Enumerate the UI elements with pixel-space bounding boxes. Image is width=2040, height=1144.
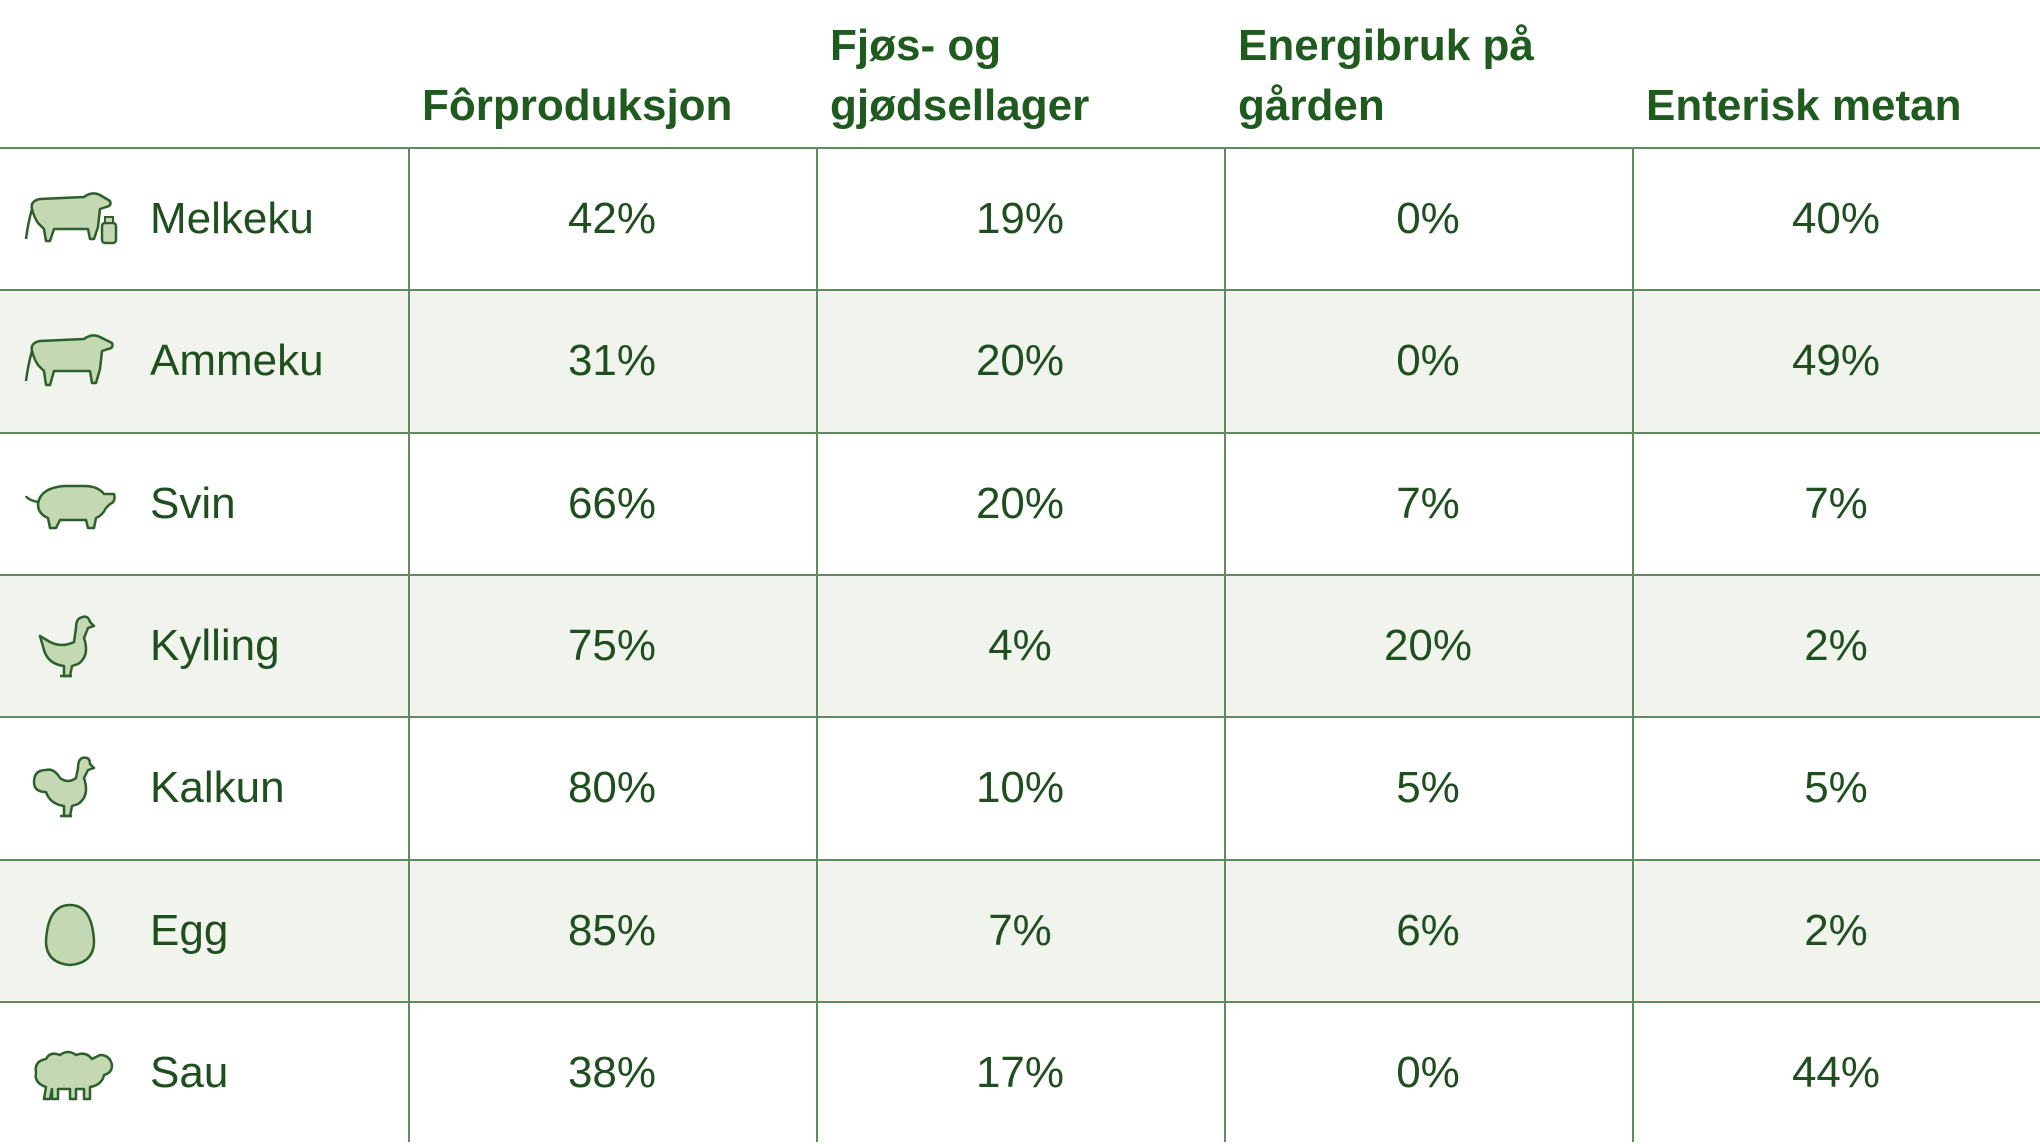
cell-value: 75%	[567, 620, 657, 670]
row-label: Svin	[150, 478, 236, 528]
cell-value: 40%	[1791, 194, 1881, 243]
cell-value: 7%	[1804, 478, 1868, 528]
cell-value: 4%	[988, 620, 1052, 670]
cell-value: 2%	[1804, 905, 1868, 955]
row-label: Ammeku	[150, 336, 324, 386]
table-header: Fôrproduksjon Fjøs- og gjødsellager Ener…	[0, 0, 2040, 148]
table-row-kalkun: Kalkun 80% 10% 5% 5%	[0, 717, 2040, 859]
row-divider	[0, 147, 2040, 149]
column-divider	[1224, 148, 1226, 1142]
row-divider	[0, 716, 2040, 719]
turkey-icon	[20, 738, 120, 838]
row-divider	[0, 573, 2040, 576]
cell-value: 19%	[975, 194, 1065, 243]
row-divider	[0, 431, 2040, 434]
column-header-energibruk: Energibruk på gården	[1238, 21, 1534, 130]
column-header-enterisk-metan: Enterisk metan	[1646, 81, 1962, 130]
cell-value: 20%	[1383, 620, 1473, 670]
cell-value: 7%	[988, 905, 1052, 955]
cell-value: 42%	[567, 194, 657, 243]
column-header-fjos-gjodsellager: Fjøs- og gjødsellager	[830, 21, 1090, 130]
cell-value: 0%	[1396, 1047, 1460, 1097]
row-label: Egg	[150, 905, 229, 955]
dairy-cow-icon	[20, 169, 120, 269]
cell-value: 17%	[975, 1047, 1065, 1097]
column-divider	[408, 148, 410, 1142]
cell-value: 66%	[567, 478, 657, 528]
egg-icon	[20, 881, 120, 981]
column-divider	[1632, 148, 1634, 1142]
beef-cow-icon	[20, 311, 120, 411]
cell-value: 10%	[975, 763, 1065, 813]
cell-value: 49%	[1791, 336, 1881, 386]
cell-value: 85%	[567, 905, 657, 955]
cell-value: 0%	[1396, 336, 1460, 386]
table-row-kylling: Kylling 75% 4% 20% 2%	[0, 574, 2040, 717]
cell-value: 6%	[1396, 905, 1460, 955]
column-header-forproduksjon: Fôrproduksjon	[422, 81, 733, 130]
row-divider	[0, 289, 2040, 292]
cell-value: 7%	[1396, 478, 1460, 528]
table-row-egg: Egg 85% 7% 6% 2%	[0, 859, 2040, 1002]
sheep-icon	[20, 1023, 120, 1123]
table-row-ammeku: Ammeku 31% 20% 0% 49%	[0, 290, 2040, 433]
cell-value: 38%	[567, 1047, 657, 1097]
row-divider	[0, 1000, 2040, 1003]
table-row-sau: Sau 38% 17% 0% 44%	[0, 1002, 2040, 1144]
pig-icon	[20, 454, 120, 554]
row-divider	[0, 858, 2040, 861]
cell-value: 2%	[1804, 620, 1868, 670]
cell-value: 31%	[567, 336, 657, 386]
cell-value: 5%	[1804, 763, 1868, 813]
column-divider	[816, 148, 818, 1142]
cell-value: 5%	[1396, 763, 1460, 813]
chicken-icon	[20, 596, 120, 696]
cell-value: 0%	[1396, 194, 1460, 243]
table-row-svin: Svin 66% 20% 7% 7%	[0, 433, 2040, 575]
cell-value: 44%	[1791, 1047, 1881, 1097]
row-label: Kalkun	[150, 763, 285, 813]
cell-value: 20%	[975, 478, 1065, 528]
row-label: Melkeku	[150, 194, 314, 243]
table-row-melkeku: Melkeku 42% 19% 0% 40%	[0, 148, 2040, 290]
row-label: Sau	[150, 1047, 229, 1097]
cell-value: 80%	[567, 763, 657, 813]
cell-value: 20%	[975, 336, 1065, 386]
row-label: Kylling	[150, 620, 280, 670]
